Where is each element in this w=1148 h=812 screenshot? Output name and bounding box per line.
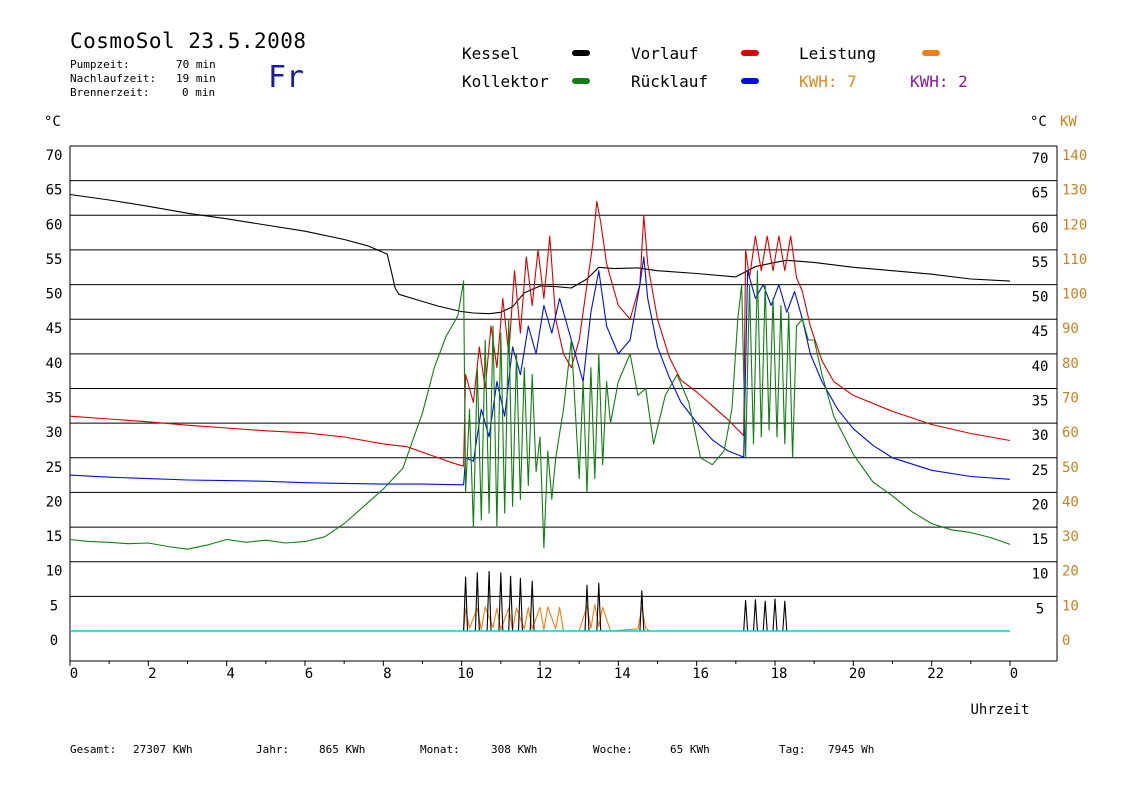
chart-title: CosmoSol 23.5.2008 — [70, 29, 307, 53]
y-tick-label-left: 20 — [46, 494, 63, 510]
y-tick-label-right: 20 — [1032, 497, 1049, 513]
y-tick-label-right: 35 — [1032, 394, 1049, 410]
y2-tick-label: 100 — [1062, 287, 1087, 303]
y2-tick-label: 90 — [1062, 321, 1079, 337]
footer-woche-label: Woche: — [593, 743, 633, 756]
y2-tick-label: 70 — [1062, 391, 1079, 407]
x-tick-label: 14 — [614, 666, 631, 682]
y2-tick-label: 130 — [1062, 183, 1087, 199]
x-tick-label: 6 — [305, 666, 313, 682]
y-tick-label-left: 40 — [46, 356, 63, 372]
y-tick-label-left: 30 — [46, 425, 63, 441]
y-tick-label-right: 45 — [1032, 324, 1049, 340]
x-tick-label: 2 — [148, 666, 156, 682]
y2-tick-label: 120 — [1062, 217, 1087, 233]
afterrun-time-value: 19 min — [176, 72, 216, 85]
y-tick-label-right: 55 — [1032, 255, 1049, 271]
y-tick-label-left: 10 — [46, 564, 63, 580]
y2-tick-label: 20 — [1062, 564, 1079, 580]
x-tick-label: 16 — [692, 666, 709, 682]
y-tick-label-right: 70 — [1032, 151, 1049, 167]
y-tick-label-left: 70 — [46, 148, 63, 164]
x-tick-label: 0 — [1010, 666, 1018, 682]
y-tick-label-right: 15 — [1032, 532, 1049, 548]
legend-kollektor-swatch — [572, 78, 590, 84]
series-line-leistung — [463, 604, 658, 632]
y2-tick-label: 80 — [1062, 356, 1079, 372]
y-tick-label-left: 45 — [46, 321, 63, 337]
pump-time-value: 70 min — [176, 58, 216, 71]
y-tick-label-left: 25 — [46, 460, 63, 476]
y2-unit: KW — [1060, 114, 1077, 130]
series-line-ruecklauf — [69, 256, 1011, 486]
y-tick-label-right: 25 — [1032, 463, 1049, 479]
y-tick-label-left: 60 — [46, 217, 63, 233]
x-tick-label: 4 — [226, 666, 234, 682]
footer-woche-value: 65 KWh — [670, 743, 710, 756]
pump-time-label: Pumpzeit: — [70, 58, 130, 71]
y-tick-label-right: 60 — [1032, 220, 1049, 236]
footer-monat-value: 308 KWh — [491, 743, 538, 756]
y-tick-label-right: 30 — [1032, 428, 1049, 444]
y2-tick-label: 50 — [1062, 460, 1079, 476]
footer-gesamt-value: 27307 KWh — [133, 743, 193, 756]
y2-tick-label: 10 — [1062, 598, 1079, 614]
burner-time-value: 0 min — [182, 86, 216, 99]
weekday-label: Fr — [268, 60, 305, 95]
legend-kessel-swatch — [572, 50, 590, 56]
y-tick-label-left: 35 — [46, 391, 63, 407]
x-tick-label: 8 — [383, 666, 391, 682]
y2-tick-label: 140 — [1062, 148, 1087, 164]
y-tick-label-left: 15 — [46, 529, 63, 545]
y2-tick-label: 30 — [1062, 529, 1079, 545]
y-tick-label-left: 55 — [46, 252, 63, 268]
series-line-kessel — [69, 193, 1011, 315]
y-tick-label-left: 0 — [50, 633, 58, 649]
footer-tag-label: Tag: — [779, 743, 806, 756]
footer-jahr-label: Jahr: — [256, 743, 290, 756]
series-line-vorlauf — [69, 200, 1011, 467]
y-tick-label-left: 50 — [46, 287, 63, 303]
x-axis-label: Uhrzeit — [970, 702, 1029, 718]
y-tick-label-right: 5 — [1036, 601, 1044, 617]
legend-kessel-label: Kessel — [462, 44, 520, 63]
afterrun-time-label: Nachlaufzeit: — [70, 72, 157, 85]
footer-tag-value: 7945 Wh — [828, 743, 875, 756]
footer-jahr-value: 865 KWh — [319, 743, 366, 756]
x-tick-label: 22 — [927, 666, 944, 682]
y-unit-right: °C — [1030, 114, 1047, 130]
legend-vorlauf-swatch — [741, 50, 759, 56]
footer-monat-label: Monat: — [420, 743, 460, 756]
x-tick-label: 18 — [771, 666, 788, 682]
x-tick-label: 10 — [457, 666, 474, 682]
legend-kwh2-label: KWH: 2 — [910, 72, 968, 91]
y-tick-label-right: 10 — [1032, 567, 1049, 583]
y-unit-left: °C — [44, 114, 61, 130]
y2-tick-label: 110 — [1062, 252, 1087, 268]
legend-ruecklauf-swatch — [741, 78, 759, 84]
footer-gesamt-label: Gesamt: — [70, 743, 117, 756]
legend-kollektor-label: Kollektor — [462, 72, 549, 91]
y-tick-label-right: 40 — [1032, 359, 1049, 375]
x-tick-label: 20 — [849, 666, 866, 682]
y-tick-label-left: 5 — [50, 598, 58, 614]
x-tick-label: 12 — [536, 666, 553, 682]
y-tick-label-left: 65 — [46, 183, 63, 199]
y-tick-label-right: 50 — [1032, 290, 1049, 306]
y-tick-label-right: 65 — [1032, 186, 1049, 202]
legend-vorlauf-label: Vorlauf — [631, 44, 699, 63]
y2-tick-label: 60 — [1062, 425, 1079, 441]
legend-ruecklauf-label: Rücklauf — [631, 72, 709, 91]
series-line-kessel_pulse — [463, 570, 788, 632]
y2-tick-label: 0 — [1062, 633, 1070, 649]
series-line-kollektor — [69, 270, 1011, 550]
legend-kwh1-label: KWH: 7 — [799, 72, 857, 91]
legend-leistung-swatch — [922, 50, 940, 56]
legend-leistung-label: Leistung — [799, 44, 877, 63]
burner-time-label: Brennerzeit: — [70, 86, 150, 99]
x-tick-label: 0 — [70, 666, 78, 682]
y2-tick-label: 40 — [1062, 494, 1079, 510]
